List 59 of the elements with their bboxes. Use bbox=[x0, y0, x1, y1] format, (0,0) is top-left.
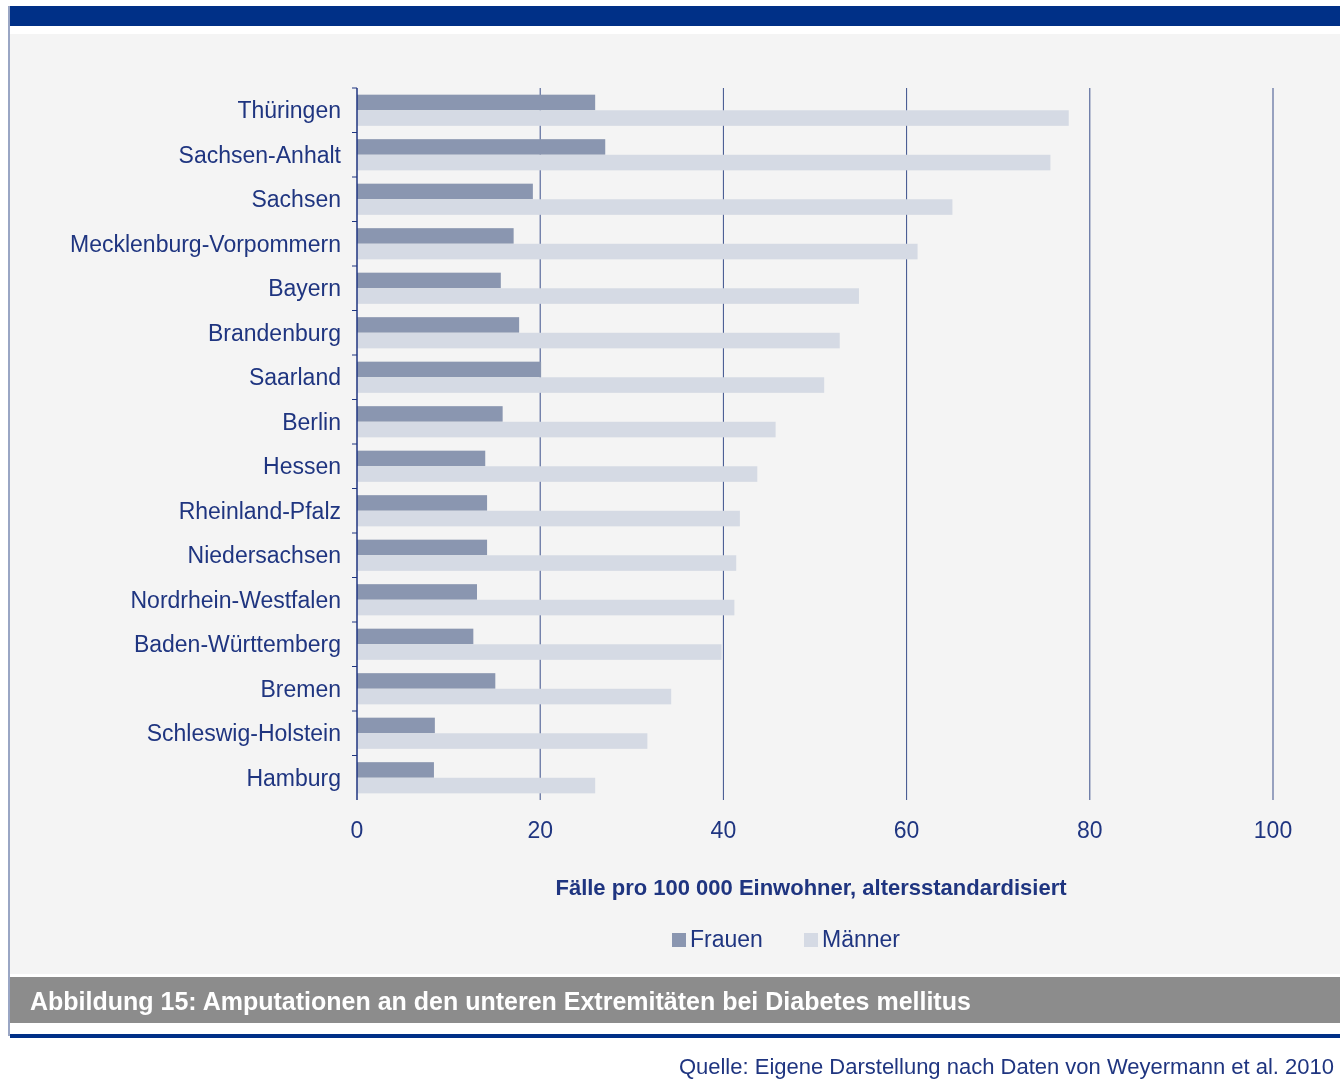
y-tick-label: Niedersachsen bbox=[187, 542, 341, 569]
bar bbox=[357, 377, 825, 393]
bar bbox=[357, 243, 918, 260]
y-tick-label: Saarland bbox=[248, 364, 341, 391]
legend-label: Frauen bbox=[690, 926, 763, 952]
bar bbox=[357, 510, 740, 527]
y-tick-label: Nordrhein-Westfalen bbox=[130, 586, 341, 613]
y-tick-label: Hamburg bbox=[246, 764, 341, 791]
y-tick-label: Thüringen bbox=[237, 97, 341, 124]
y-tick-label: Mecklenburg-Vorpommern bbox=[69, 230, 341, 257]
y-tick-label: Rheinland-Pfalz bbox=[178, 497, 341, 524]
x-tick-label: 40 bbox=[710, 817, 737, 843]
bar bbox=[357, 361, 542, 378]
bar bbox=[357, 228, 514, 244]
bar bbox=[357, 332, 840, 349]
x-tick-label: 100 bbox=[1253, 817, 1293, 843]
bar bbox=[357, 584, 477, 600]
y-tick-label: Baden-Württemberg bbox=[133, 631, 341, 658]
bar bbox=[357, 199, 953, 215]
bar bbox=[357, 288, 859, 304]
y-tick-label: Brandenburg bbox=[208, 319, 341, 346]
bar bbox=[357, 599, 735, 616]
y-tick-label: Schleswig-Holstein bbox=[146, 720, 341, 747]
y-tick-label: Hessen bbox=[263, 453, 341, 480]
bar bbox=[357, 450, 486, 467]
bar bbox=[357, 555, 737, 571]
y-tick-label: Berlin bbox=[282, 408, 341, 435]
bar bbox=[357, 628, 474, 645]
x-tick-label: 60 bbox=[893, 817, 920, 843]
bar bbox=[357, 139, 606, 155]
bar bbox=[357, 495, 488, 511]
bar bbox=[357, 421, 776, 438]
legend-label: Männer bbox=[822, 926, 901, 952]
bar bbox=[357, 777, 596, 794]
bar bbox=[357, 317, 520, 333]
text: Abbildung 15: Amputationen an den unteren Extremitäten bei Diabetes mellitus bbox=[30, 987, 971, 1015]
bar bbox=[357, 272, 501, 289]
bar bbox=[357, 673, 496, 689]
bar bbox=[357, 733, 648, 749]
bar bbox=[357, 94, 596, 111]
y-tick-label: Sachsen bbox=[251, 186, 341, 213]
bar bbox=[357, 539, 488, 556]
bar bbox=[357, 717, 435, 734]
bar bbox=[357, 406, 503, 422]
x-tick-label: 20 bbox=[527, 817, 553, 843]
bar bbox=[357, 762, 434, 778]
y-tick-label: Bremen bbox=[260, 675, 341, 702]
y-tick-label: Sachsen-Anhalt bbox=[178, 141, 342, 168]
x-axis-title: Fälle pro 100 000 Einwohner, altersstandardisiert bbox=[555, 875, 1068, 900]
y-tick-label: Bayern bbox=[268, 275, 341, 302]
bar bbox=[357, 183, 533, 200]
bar bbox=[357, 154, 1051, 171]
bar bbox=[357, 644, 722, 660]
x-tick-label: 80 bbox=[1077, 817, 1103, 843]
source-note: Quelle: Eigene Darstellung nach Daten von Weyermann et al. 2010 bbox=[678, 1054, 1334, 1079]
bar bbox=[357, 466, 758, 482]
bar bbox=[357, 688, 672, 705]
x-tick-label: 0 bbox=[350, 817, 364, 843]
bar bbox=[357, 110, 1069, 126]
